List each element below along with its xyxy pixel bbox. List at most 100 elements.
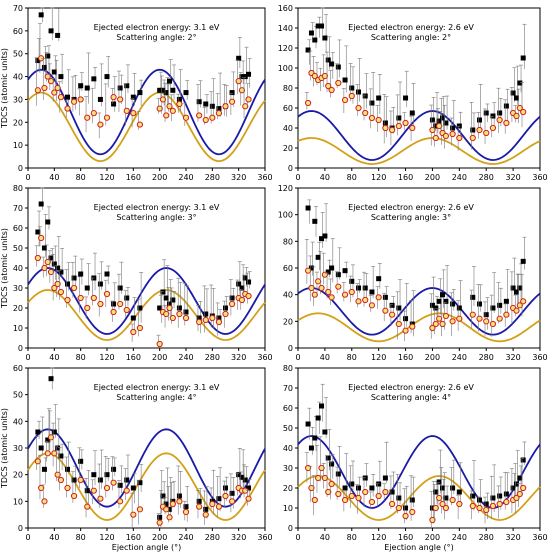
data-point-circle: [38, 234, 45, 242]
data-point-circle: [47, 78, 55, 85]
data-point-circle: [368, 302, 376, 309]
data-point-square: [45, 53, 51, 59]
y-tick-label: 50: [13, 50, 23, 59]
y-tick-label: 30: [13, 95, 23, 104]
data-point-circle: [311, 496, 318, 504]
data-point-square: [38, 201, 44, 207]
data-point-circle: [215, 110, 223, 117]
data-point-square: [35, 429, 41, 435]
data-point-circle: [436, 315, 443, 322]
x-tick-label: 40: [49, 173, 59, 182]
data-point-circle: [496, 315, 503, 322]
data-point-circle: [489, 124, 497, 132]
data-point-circle: [64, 296, 71, 304]
data-point-circle: [362, 296, 369, 304]
data-point-square: [409, 110, 415, 116]
data-point-square: [356, 89, 361, 95]
data-point-square: [41, 466, 47, 472]
y-tick-label: 0: [288, 344, 293, 353]
data-point-square: [497, 302, 503, 308]
data-point-square: [236, 55, 242, 61]
y-tick-label: 20: [283, 484, 293, 493]
data-point-circle: [436, 122, 443, 130]
x-tick-label: 280: [205, 173, 220, 182]
data-point-circle: [117, 300, 124, 308]
x-tick-label: 280: [479, 173, 494, 182]
blue-theory-curve: [297, 110, 541, 161]
data-point-square: [163, 501, 169, 507]
data-point-circle: [70, 492, 78, 500]
data-point-square: [157, 514, 163, 520]
data-point-square: [78, 458, 84, 464]
data-point-circle: [182, 508, 190, 516]
data-point-circle: [328, 86, 335, 94]
data-point-circle: [54, 84, 61, 92]
x-tick-label: 240: [452, 533, 467, 542]
data-point-square: [104, 74, 110, 80]
data-point-circle: [123, 306, 130, 314]
data-point-circle: [311, 72, 318, 80]
data-point-circle: [238, 296, 246, 304]
data-point-circle: [456, 500, 463, 508]
data-point-circle: [476, 315, 483, 322]
data-point-square: [111, 466, 117, 472]
data-point-square: [55, 445, 61, 451]
data-point-square: [38, 12, 44, 18]
x-tick-label: 360: [532, 173, 547, 182]
data-point-circle: [196, 503, 203, 510]
data-point-square: [160, 87, 166, 93]
y-tick-label: 50: [13, 244, 23, 253]
data-point-square: [65, 466, 70, 472]
data-point-square: [329, 61, 335, 67]
data-point-square: [520, 457, 526, 463]
data-point-square: [124, 83, 130, 89]
data-point-circle: [156, 105, 163, 112]
data-point-square: [312, 435, 318, 441]
panel-title: Ejected electron energy: 2.6 eV: [348, 383, 474, 392]
data-point-square: [382, 475, 388, 481]
data-point-circle: [176, 310, 183, 318]
data-point-circle: [41, 264, 48, 272]
data-point-square: [382, 120, 388, 126]
data-point-square: [157, 87, 163, 93]
data-point-circle: [476, 126, 483, 134]
chart-panel-6: 0 40 80 120 160 200 240 280 320 360 0 10 20 30 40 50 60 7…: [283, 364, 548, 552]
y-tick-label: 80: [283, 364, 293, 373]
data-point-circle: [442, 312, 449, 320]
data-point-circle: [375, 116, 382, 124]
data-point-square: [239, 474, 245, 480]
data-point-square: [84, 85, 90, 91]
data-point-circle: [321, 72, 328, 80]
x-tick-label: 280: [205, 533, 220, 542]
x-tick-label: 320: [231, 173, 246, 182]
data-point-square: [342, 268, 348, 274]
data-point-square: [456, 489, 462, 495]
data-point-circle: [348, 492, 355, 500]
data-point-circle: [57, 476, 65, 484]
data-point-circle: [516, 104, 523, 112]
data-point-circle: [97, 300, 104, 308]
data-point-circle: [483, 129, 490, 137]
data-point-square: [117, 285, 123, 291]
x-tick-label: 40: [320, 173, 330, 182]
data-point-square: [342, 485, 348, 491]
data-point-circle: [123, 107, 130, 114]
data-point-square: [450, 301, 456, 307]
panel-title: Ejected electron energy: 3.1 eV: [94, 23, 220, 32]
data-point-circle: [136, 506, 144, 513]
data-point-circle: [245, 292, 252, 300]
data-point-square: [483, 110, 489, 116]
data-point-circle: [476, 504, 483, 512]
x-tick-label: 200: [152, 353, 167, 362]
data-point-circle: [34, 87, 41, 94]
data-point-square: [41, 245, 47, 251]
data-point-circle: [516, 302, 523, 309]
data-point-square: [124, 477, 130, 483]
panel-title: Ejected electron energy: 3.1 eV: [94, 383, 220, 392]
x-tick-label: 240: [178, 353, 193, 362]
data-point-square: [440, 115, 446, 121]
data-point-circle: [47, 268, 55, 276]
plot-frame: [297, 187, 541, 349]
data-point-circle: [209, 500, 216, 508]
